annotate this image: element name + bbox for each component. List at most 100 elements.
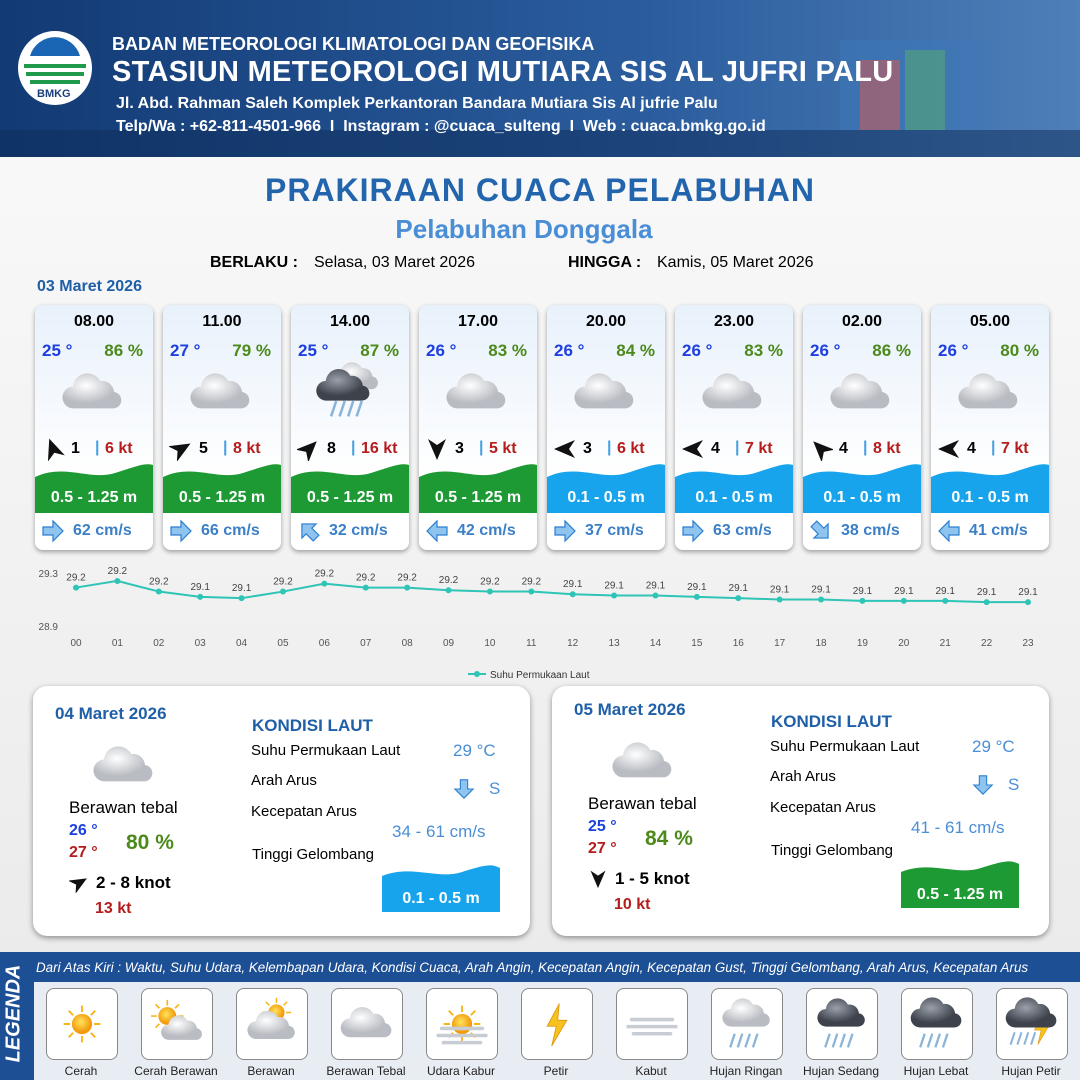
point xyxy=(1025,599,1031,606)
value-label: 29.2 xyxy=(273,577,293,588)
x-tick-label: 17 xyxy=(774,638,786,649)
current-speed: 41 cm/s xyxy=(969,522,1028,539)
sea-title: KONDISI LAUT xyxy=(252,716,373,735)
x-tick-label: 15 xyxy=(691,638,703,649)
header: BMKG BADAN METEOROLOGI KLIMATOLOGI DAN G… xyxy=(0,0,1080,157)
wave-band xyxy=(547,464,665,513)
point xyxy=(611,592,618,599)
wave-height: 0.5 - 1.25 m xyxy=(306,489,394,506)
point xyxy=(238,595,245,602)
wind-speed: 5 xyxy=(199,440,208,457)
weather-icon xyxy=(574,373,634,409)
contact: Telp/Wa : +62-811-4501-966 I Instagram :… xyxy=(116,118,766,135)
humidity: 84 % xyxy=(645,827,693,850)
weather-icon xyxy=(316,362,378,418)
wave-height: 0.5 - 1.25 m xyxy=(50,489,138,506)
wave-shape xyxy=(675,464,793,513)
wind-arrow-shape xyxy=(69,873,89,893)
sea-title: KONDISI LAUT xyxy=(771,712,892,731)
separator: | xyxy=(223,439,228,456)
current-arrow xyxy=(454,779,474,799)
legend-area: LEGENDA Dari Atas Kiri : Waktu, Suhu Uda… xyxy=(0,952,1080,1080)
header-art xyxy=(0,31,1080,157)
point xyxy=(776,596,783,603)
forecast-card: 23.00 26 ° 83 % 4 | 7 kt 0.1 - 0.5 m 63 cm/s xyxy=(675,305,793,550)
point xyxy=(321,580,328,587)
weather-icon xyxy=(247,997,295,1040)
day-date: 04 Maret 2026 xyxy=(55,704,167,723)
legend-icon-box xyxy=(426,988,498,1060)
wave-height: 0.1 - 0.5 m xyxy=(402,890,480,907)
wind-arrow-shape xyxy=(938,440,959,458)
weather-icon xyxy=(817,998,865,1049)
air-temp: 26 ° xyxy=(554,341,585,360)
weather-icon xyxy=(626,1017,678,1036)
legend-label: Cerah xyxy=(64,1064,98,1078)
point xyxy=(569,591,576,598)
wind-arrow-shape xyxy=(428,439,446,460)
icon-part xyxy=(446,373,506,409)
dir-label: Arah Arus xyxy=(251,772,317,789)
x-tick-label: 22 xyxy=(981,638,993,649)
gust: 13 kt xyxy=(95,900,132,917)
weather-icon xyxy=(62,1004,102,1044)
value-label: 29.1 xyxy=(894,586,914,597)
gust: 7 kt xyxy=(1001,440,1029,457)
wind-speed: 4 xyxy=(839,440,848,457)
until-label: HINGGA : xyxy=(568,254,642,271)
current-speed: 37 cm/s xyxy=(585,522,644,539)
point xyxy=(404,584,411,591)
legend-label: Hujan Petir xyxy=(1001,1064,1061,1078)
point xyxy=(279,588,286,595)
sst-chart: 28.9 29.3 00 01 02 03 04 05 06 07 08 09 10 11 12 13 14 15… xyxy=(39,566,1039,681)
condition: Berawan tebal xyxy=(69,798,178,817)
current-dir: S xyxy=(1008,775,1020,794)
air-temp: 26 ° xyxy=(682,341,713,360)
time: 05.00 xyxy=(969,313,1011,330)
point xyxy=(155,588,162,595)
current-dir: S xyxy=(489,779,501,798)
wave-height: 0.1 - 0.5 m xyxy=(823,489,901,506)
current-speed: 34 - 61 cm/s xyxy=(392,822,486,841)
point xyxy=(859,597,866,604)
icon-part xyxy=(62,373,122,409)
x-tick-label: 04 xyxy=(236,638,248,649)
value-label: 29.1 xyxy=(190,582,210,593)
point xyxy=(528,588,535,595)
temp-min: 26 ° xyxy=(69,822,98,839)
wind-arrow xyxy=(554,440,575,458)
point xyxy=(73,584,79,591)
wave-shape xyxy=(419,464,537,513)
separator: | xyxy=(863,439,868,456)
icon-part xyxy=(247,1010,295,1040)
temp-max: 27 ° xyxy=(69,844,98,861)
current-arrow-shape xyxy=(170,520,192,542)
legend-icon-box xyxy=(46,988,118,1060)
time: 08.00 xyxy=(73,313,115,330)
separator: | xyxy=(607,439,612,456)
icon-part xyxy=(574,373,634,409)
x-tick-label: 02 xyxy=(153,638,165,649)
wave-shape xyxy=(163,464,281,513)
current-speed: 62 cm/s xyxy=(73,522,132,539)
wind-arrow xyxy=(590,870,606,889)
wave-shape xyxy=(931,464,1049,513)
weather-icon xyxy=(910,997,962,1049)
x-tick-label: 16 xyxy=(733,638,745,649)
value-label: 29.1 xyxy=(687,582,707,593)
current-speed: 63 cm/s xyxy=(713,522,772,539)
wind-speed: 8 xyxy=(327,440,336,457)
air-temp: 26 ° xyxy=(938,341,969,360)
weather-icon xyxy=(62,373,122,409)
value-label: 29.1 xyxy=(604,581,624,592)
value-label: 29.1 xyxy=(563,579,583,590)
wave-shape xyxy=(35,464,153,513)
y-tick-label: 29.3 xyxy=(39,569,59,580)
icon-part xyxy=(702,373,762,409)
separator: | xyxy=(351,439,356,456)
wind: 1 - 5 knot xyxy=(615,869,690,888)
value-label: 29.1 xyxy=(977,587,997,598)
icon-part xyxy=(910,997,962,1028)
air-temp: 26 ° xyxy=(426,341,457,360)
